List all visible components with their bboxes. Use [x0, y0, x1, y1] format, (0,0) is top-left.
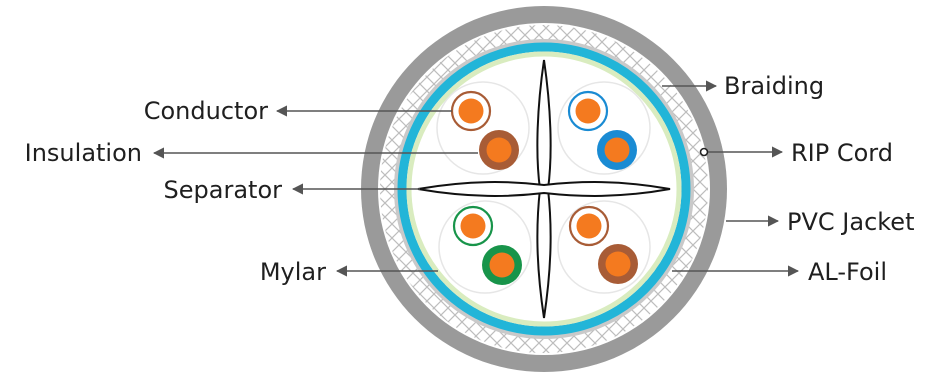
- conductor-core: [575, 98, 601, 124]
- braiding-label: Braiding: [724, 72, 824, 100]
- conductor-label: Conductor: [144, 97, 268, 125]
- pvc-jacket-label: PVC Jacket: [787, 208, 914, 236]
- pair-bottom-right: [568, 205, 638, 284]
- pair-bottom-left: [452, 205, 522, 285]
- rip-cord-label: RIP Cord: [791, 139, 893, 167]
- pair-bundle-outline: [438, 200, 532, 294]
- conductor-core: [604, 137, 630, 163]
- rip-cord: [699, 147, 709, 157]
- conductor-core: [576, 213, 602, 239]
- pair-bundle-outline: [557, 81, 651, 175]
- pair-top-right: [567, 90, 637, 170]
- separator-label: Separator: [164, 176, 283, 204]
- conductor-core: [605, 251, 631, 277]
- mylar-label: Mylar: [260, 258, 326, 286]
- pair-bundle-outline: [557, 200, 651, 294]
- pair-bundle-outline: [436, 81, 530, 175]
- separator-cross: [417, 59, 671, 319]
- conductor-core: [460, 213, 486, 239]
- conductor-core: [458, 98, 484, 124]
- conductor-core: [489, 252, 515, 278]
- conductor-core: [486, 137, 512, 163]
- insulation-label: Insulation: [25, 139, 142, 167]
- al-foil-label: AL-Foil: [808, 258, 887, 286]
- pair-top-left: [450, 90, 519, 170]
